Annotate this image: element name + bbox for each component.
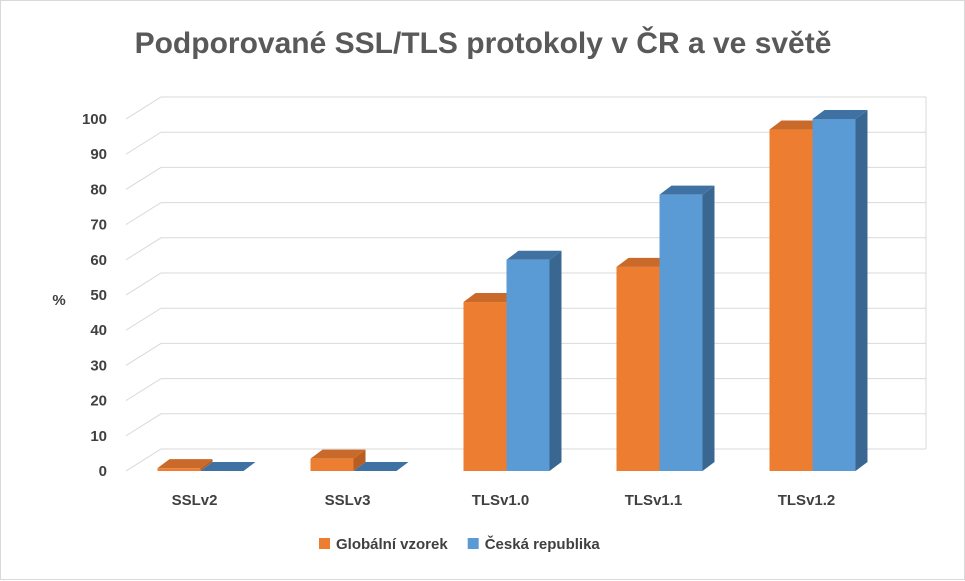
- y-tick-label: 10: [90, 428, 107, 445]
- legend: Globální vzorek Česká republika: [319, 535, 600, 553]
- category-label: TLSv1.2: [778, 492, 836, 509]
- bar-top: [157, 459, 213, 469]
- gridlines: [125, 96, 927, 472]
- bar-front: [812, 119, 856, 471]
- y-tick-label: 100: [82, 111, 107, 128]
- bar-side: [549, 250, 562, 471]
- bar-top: [659, 185, 715, 195]
- legend-label: Globální vzorek: [336, 536, 448, 553]
- legend-label: Česká republika: [485, 535, 601, 553]
- bar-side: [702, 185, 715, 471]
- bar-TLSv1.0-1: [506, 250, 562, 471]
- y-tick-label: 60: [90, 252, 107, 269]
- bar-front: [310, 458, 354, 471]
- y-tick-label: 40: [90, 322, 107, 339]
- bar-SSLv3-0: [310, 449, 366, 471]
- bar-top: [463, 293, 519, 303]
- bar-front: [157, 468, 201, 471]
- bar-front: [769, 129, 813, 471]
- y-tick-label: 70: [90, 217, 107, 234]
- bar-front: [616, 266, 660, 471]
- x-axis-categories: SSLv2 SSLv3 TLSv1.0 TLSv1.1 TLSv1.2: [172, 492, 836, 509]
- bar-top: [353, 462, 409, 471]
- category-label: TLSv1.0: [472, 492, 530, 509]
- bar-TLSv1.2-1: [812, 110, 868, 471]
- y-axis-label: %: [52, 292, 65, 309]
- bar-side: [200, 459, 213, 471]
- y-tick-label: 0: [99, 463, 107, 480]
- bar-front: [659, 194, 703, 471]
- category-label: TLSv1.1: [625, 492, 683, 509]
- gridline: [125, 166, 926, 190]
- bar-side: [353, 449, 366, 471]
- bar-SSLv2-1: [200, 462, 256, 471]
- bar-front: [463, 302, 507, 471]
- bar-top: [616, 257, 672, 267]
- bar-top: [200, 462, 256, 471]
- legend-swatch: [467, 538, 479, 549]
- bar-top: [506, 250, 562, 260]
- gridline: [125, 96, 926, 120]
- bar-side: [855, 110, 868, 471]
- bar-top: [310, 449, 366, 459]
- legend-swatch: [319, 538, 330, 549]
- y-tick-label: 90: [90, 146, 107, 163]
- y-tick-label: 80: [90, 181, 107, 198]
- y-tick-label: 30: [90, 357, 107, 374]
- category-label: SSLv2: [172, 492, 218, 509]
- y-tick-label: 20: [90, 393, 107, 410]
- y-axis-ticks: 0 10 20 30 40 50 60 70 80 90 100: [82, 111, 107, 480]
- bars: [157, 110, 868, 471]
- chart-title: Podporované SSL/TLS protokoly v ČR a ve …: [135, 26, 832, 60]
- bar-TLSv1.1-1: [659, 185, 715, 471]
- category-label: SSLv3: [325, 492, 371, 509]
- bar-front: [506, 259, 550, 471]
- y-tick-label: 50: [90, 287, 107, 304]
- bar-top: [812, 110, 868, 119]
- bar-top: [769, 120, 825, 130]
- gridline: [125, 131, 926, 155]
- bar-SSLv2-0: [157, 459, 213, 471]
- bar-SSLv3-1: [353, 462, 409, 471]
